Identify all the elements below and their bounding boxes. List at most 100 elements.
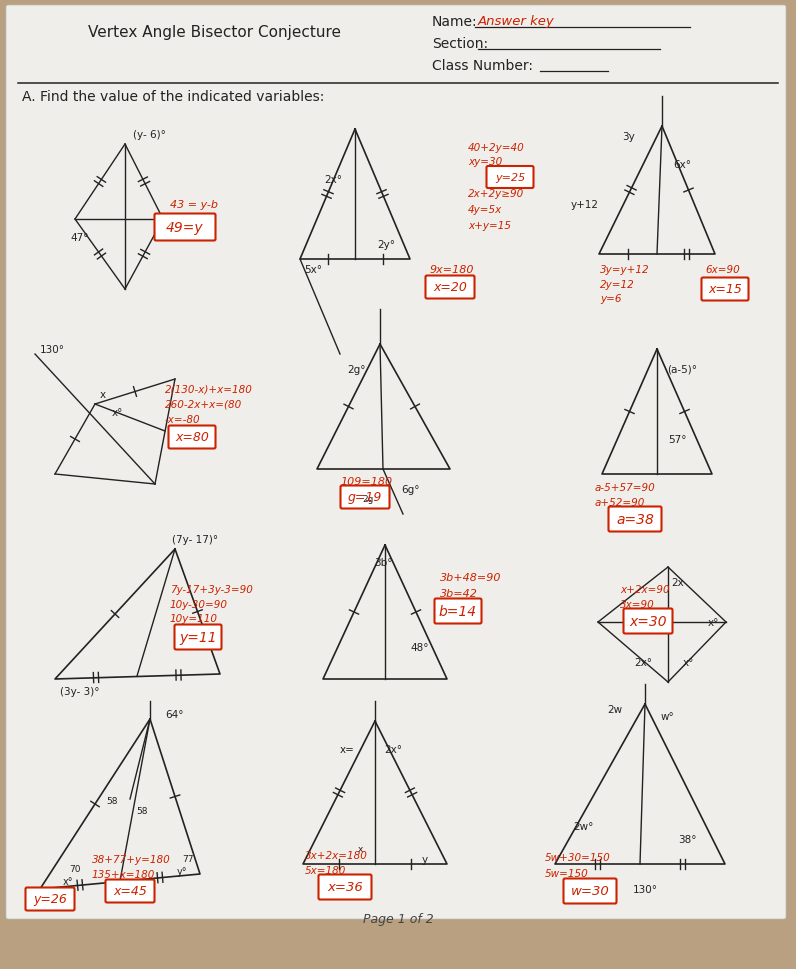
Text: 5x=180: 5x=180 <box>305 865 346 875</box>
Text: 130°: 130° <box>40 345 65 355</box>
Text: x+y=15: x+y=15 <box>468 221 511 231</box>
Text: 3y: 3y <box>622 132 635 141</box>
Text: 57°: 57° <box>668 434 686 445</box>
Text: (7y- 17)°: (7y- 17)° <box>172 535 218 545</box>
Text: (y- 6)°: (y- 6)° <box>133 130 166 140</box>
Text: 5x°: 5x° <box>304 265 322 275</box>
Text: 5w+30=150: 5w+30=150 <box>545 852 611 862</box>
FancyBboxPatch shape <box>169 426 216 449</box>
Text: x: x <box>100 390 106 399</box>
Text: x=30: x=30 <box>629 614 667 628</box>
FancyBboxPatch shape <box>608 507 661 532</box>
FancyBboxPatch shape <box>564 879 616 903</box>
Text: 48°: 48° <box>411 642 429 652</box>
Text: a+52=90: a+52=90 <box>595 497 646 508</box>
Text: 2g: 2g <box>362 495 373 504</box>
FancyBboxPatch shape <box>486 167 533 189</box>
Text: -x=-80: -x=-80 <box>165 415 201 424</box>
Text: 38°: 38° <box>677 834 696 844</box>
Text: a=38: a=38 <box>616 513 654 526</box>
Text: 2x°: 2x° <box>634 657 652 668</box>
Text: x=: x= <box>340 744 354 754</box>
Text: 5w=150: 5w=150 <box>545 868 589 878</box>
Text: 3y=y+12: 3y=y+12 <box>600 265 650 275</box>
Text: 10y=110: 10y=110 <box>170 613 218 623</box>
Text: 6x=90: 6x=90 <box>705 265 739 275</box>
Text: Name:: Name: <box>432 15 478 29</box>
Text: y=11: y=11 <box>179 631 217 644</box>
Text: 3b°: 3b° <box>374 557 392 568</box>
Text: Answer key: Answer key <box>478 15 555 27</box>
Text: y: y <box>422 854 428 864</box>
Text: 6x°: 6x° <box>673 160 691 170</box>
Text: 7y-17+3y-3=90: 7y-17+3y-3=90 <box>170 584 253 594</box>
Text: (3y- 3)°: (3y- 3)° <box>60 686 100 697</box>
FancyBboxPatch shape <box>106 880 154 902</box>
Text: (a-5)°: (a-5)° <box>667 364 697 375</box>
Text: x=80: x=80 <box>175 431 209 444</box>
Text: y°: y° <box>177 866 187 876</box>
Text: y=26: y=26 <box>33 892 67 906</box>
Text: x°: x° <box>682 657 693 668</box>
Text: x°: x° <box>111 408 123 418</box>
Text: y=25: y=25 <box>495 172 525 183</box>
Text: 2x: 2x <box>672 578 685 587</box>
Text: 77: 77 <box>182 855 193 863</box>
Text: 49=y: 49=y <box>166 221 204 234</box>
Text: x+2x=90: x+2x=90 <box>620 584 669 594</box>
Text: 70: 70 <box>69 864 80 874</box>
FancyBboxPatch shape <box>341 486 389 509</box>
Text: 4y=5x: 4y=5x <box>468 204 502 215</box>
Text: 64°: 64° <box>166 709 184 719</box>
Text: 58: 58 <box>106 797 118 805</box>
Text: 2(130-x)+x=180: 2(130-x)+x=180 <box>165 385 253 394</box>
Text: 2g°: 2g° <box>348 364 366 375</box>
Text: 3b+48=90: 3b+48=90 <box>440 573 501 582</box>
Text: 2x+2y≥90: 2x+2y≥90 <box>468 189 525 199</box>
Text: 47°: 47° <box>71 233 89 243</box>
FancyBboxPatch shape <box>701 278 748 301</box>
Text: 2w: 2w <box>607 704 622 714</box>
Text: a-5+57=90: a-5+57=90 <box>595 483 656 492</box>
Text: 10y-30=90: 10y-30=90 <box>170 600 228 610</box>
Text: x°: x° <box>63 876 73 886</box>
Text: Page 1 of 2: Page 1 of 2 <box>363 913 433 925</box>
Text: xy=30: xy=30 <box>468 157 502 167</box>
Text: w°: w° <box>660 711 674 721</box>
Text: 130°: 130° <box>633 884 657 894</box>
FancyBboxPatch shape <box>623 609 673 634</box>
Text: 6g°: 6g° <box>402 484 420 494</box>
Text: y=6: y=6 <box>600 294 622 303</box>
FancyBboxPatch shape <box>6 6 786 919</box>
Text: x=15: x=15 <box>708 283 742 297</box>
FancyBboxPatch shape <box>426 276 474 299</box>
FancyBboxPatch shape <box>174 625 221 650</box>
Text: Vertex Angle Bisector Conjecture: Vertex Angle Bisector Conjecture <box>88 24 341 40</box>
Text: 260-2x+x=(80: 260-2x+x=(80 <box>165 399 242 410</box>
Text: 3x=90: 3x=90 <box>620 600 655 610</box>
Text: 38+77+y=180: 38+77+y=180 <box>92 854 171 864</box>
Text: 2x°: 2x° <box>324 174 342 185</box>
Text: 2w°: 2w° <box>573 821 593 831</box>
Text: 109=180: 109=180 <box>340 477 392 486</box>
FancyBboxPatch shape <box>154 214 216 241</box>
Text: 2y=12: 2y=12 <box>600 280 634 290</box>
Text: 135+x=180: 135+x=180 <box>92 869 155 879</box>
Text: 58: 58 <box>136 806 148 816</box>
Text: x: x <box>357 845 363 854</box>
FancyBboxPatch shape <box>318 875 372 899</box>
Text: A. Find the value of the indicated variables:: A. Find the value of the indicated varia… <box>22 90 325 104</box>
Text: b=14: b=14 <box>439 605 477 618</box>
Text: 3x+2x=180: 3x+2x=180 <box>305 850 368 860</box>
Text: 9x=180: 9x=180 <box>430 265 474 275</box>
Text: x=20: x=20 <box>433 281 467 295</box>
Text: y+12: y+12 <box>571 200 599 209</box>
Text: 3b=42: 3b=42 <box>440 588 478 599</box>
Text: x=45: x=45 <box>113 885 147 897</box>
Text: Class Number:: Class Number: <box>432 59 533 73</box>
Text: x=36: x=36 <box>327 881 363 893</box>
Text: 40+2y=40: 40+2y=40 <box>468 142 525 153</box>
FancyBboxPatch shape <box>435 599 482 624</box>
Text: 2x°: 2x° <box>384 744 402 754</box>
Text: Section:: Section: <box>432 37 488 51</box>
